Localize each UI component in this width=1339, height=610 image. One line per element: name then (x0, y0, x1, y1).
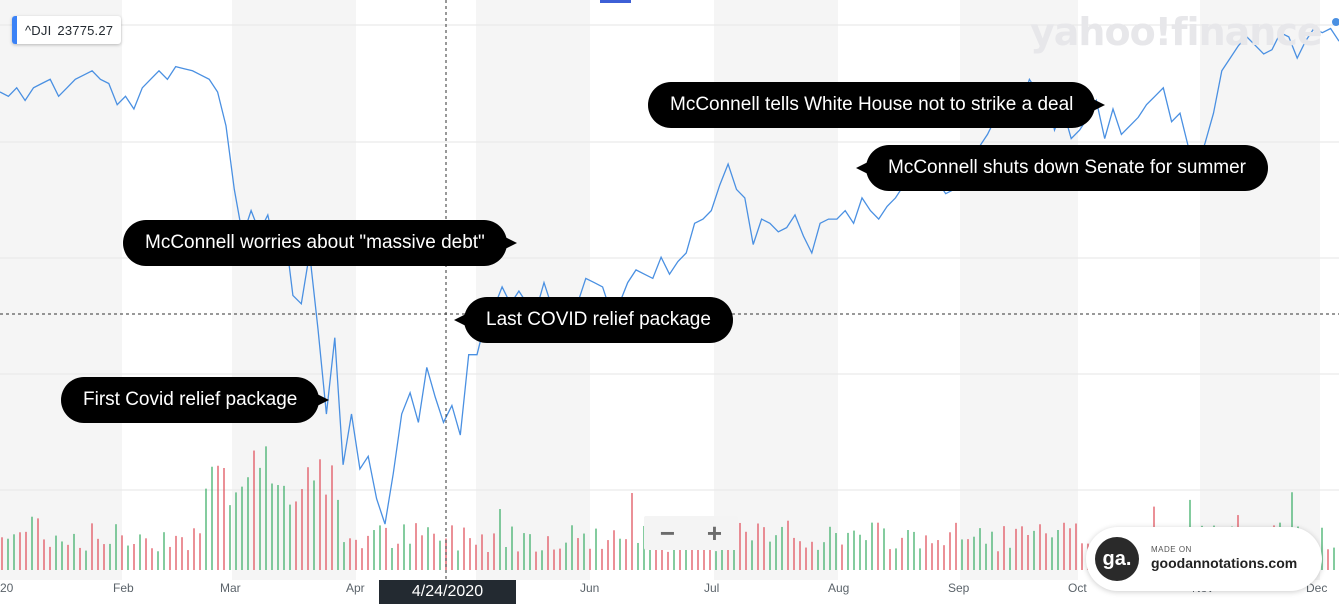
month-band (476, 0, 590, 580)
x-tick-label: Dec (1306, 581, 1327, 595)
range-indicator (600, 0, 631, 3)
annotation-first-covid[interactable]: First Covid relief package (61, 377, 330, 423)
month-band (1200, 0, 1320, 580)
x-tick-label: Oct (1068, 581, 1087, 595)
last-point-marker (1332, 18, 1339, 26)
month-band (0, 0, 122, 580)
made-on-label: MADE ON (1151, 545, 1192, 554)
zoom-in-button[interactable]: + (706, 518, 723, 548)
zoom-controls: − + (644, 516, 738, 550)
annotation-massive-debt[interactable]: McConnell worries about "massive debt" (123, 220, 517, 266)
volume-bars (1, 446, 1335, 570)
x-tick-label: Jun (580, 581, 599, 595)
ticker-color-bar (12, 16, 17, 44)
ticker-value: 23775.27 (57, 22, 114, 38)
yahoo-finance-watermark: yahoo!finance (1030, 10, 1323, 54)
ticker-label: ^DJI 23775.27 (12, 16, 122, 44)
zoom-out-button[interactable]: − (659, 518, 676, 548)
annotation-shuts-down[interactable]: McConnell shuts down Senate for summer (856, 145, 1268, 191)
price-series (0, 27, 1339, 525)
x-tick-label: Sep (948, 581, 970, 595)
site-label: goodannotations.com (1151, 555, 1298, 571)
x-tick-label: Feb (113, 581, 134, 595)
crosshair-date-label: 4/24/2020 (379, 580, 516, 604)
x-tick-label: Aug (828, 581, 849, 595)
month-band (232, 0, 356, 580)
annotation-last-covid[interactable]: Last COVID relief package (454, 297, 733, 343)
goodannotations-badge[interactable]: ga. MADE ON goodannotations.com (1086, 527, 1322, 591)
x-tick-label: Apr (346, 581, 365, 595)
x-tick-label: Mar (220, 581, 241, 595)
annotation-no-deal[interactable]: McConnell tells White House not to strik… (648, 82, 1106, 128)
ga-logo-icon: ga. (1095, 537, 1139, 581)
ticker-symbol: ^DJI (25, 22, 52, 38)
price-line (0, 27, 1339, 525)
x-tick-label: 20 (0, 581, 14, 595)
x-tick-label: Jul (704, 581, 719, 595)
